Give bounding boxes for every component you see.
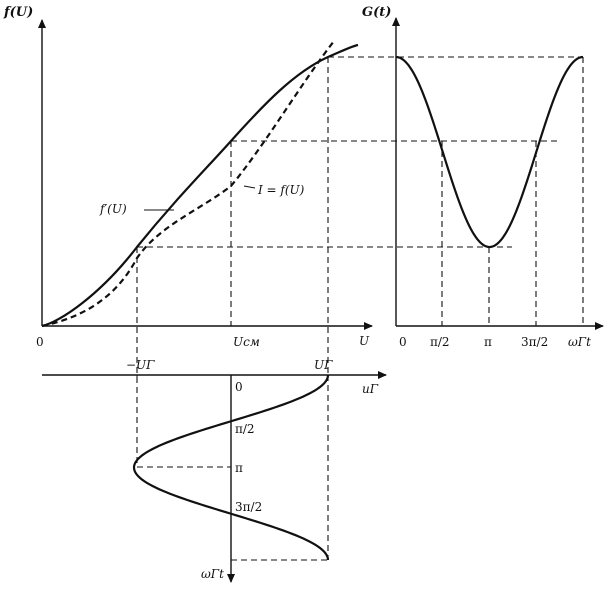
uG-axis-label: uΓ <box>362 382 379 396</box>
right-three-pi-half-label: 3π/2 <box>521 335 548 349</box>
I-f-leader <box>243 185 256 189</box>
U-axis-label: U <box>359 334 370 348</box>
I-f-label: I = f(U) <box>257 183 305 197</box>
f-prime-curve <box>41 43 359 328</box>
bottom-pi-half-label: π/2 <box>235 422 255 436</box>
bottom-pi-label: π <box>235 461 243 475</box>
bottom-three-pi-half-label: 3π/2 <box>235 500 262 514</box>
f-prime-label: f′(U) <box>99 202 127 216</box>
U-cm-label: Uсм <box>233 335 260 349</box>
bottom-zero-label: 0 <box>235 380 243 394</box>
right-pi-half-label: π/2 <box>430 335 450 349</box>
origin-right-label: 0 <box>399 335 407 349</box>
f-axis-label: f(U) <box>3 5 33 20</box>
wt-axis-label-bottom: ωΓt <box>201 567 224 581</box>
UG-label: UΓ <box>314 358 333 372</box>
right-pi-label: π <box>484 335 492 349</box>
G-cosine-curve <box>395 55 584 249</box>
origin-left-label: 0 <box>36 335 44 349</box>
projection-lines <box>136 56 584 561</box>
I-f-curve-dashed <box>41 40 335 328</box>
uG-sine-curve <box>132 374 330 561</box>
wt-axis-label-right: ωΓt <box>568 335 591 349</box>
neg-UG-label: −UΓ <box>126 358 155 372</box>
G-axis-label: G(t) <box>362 5 391 20</box>
